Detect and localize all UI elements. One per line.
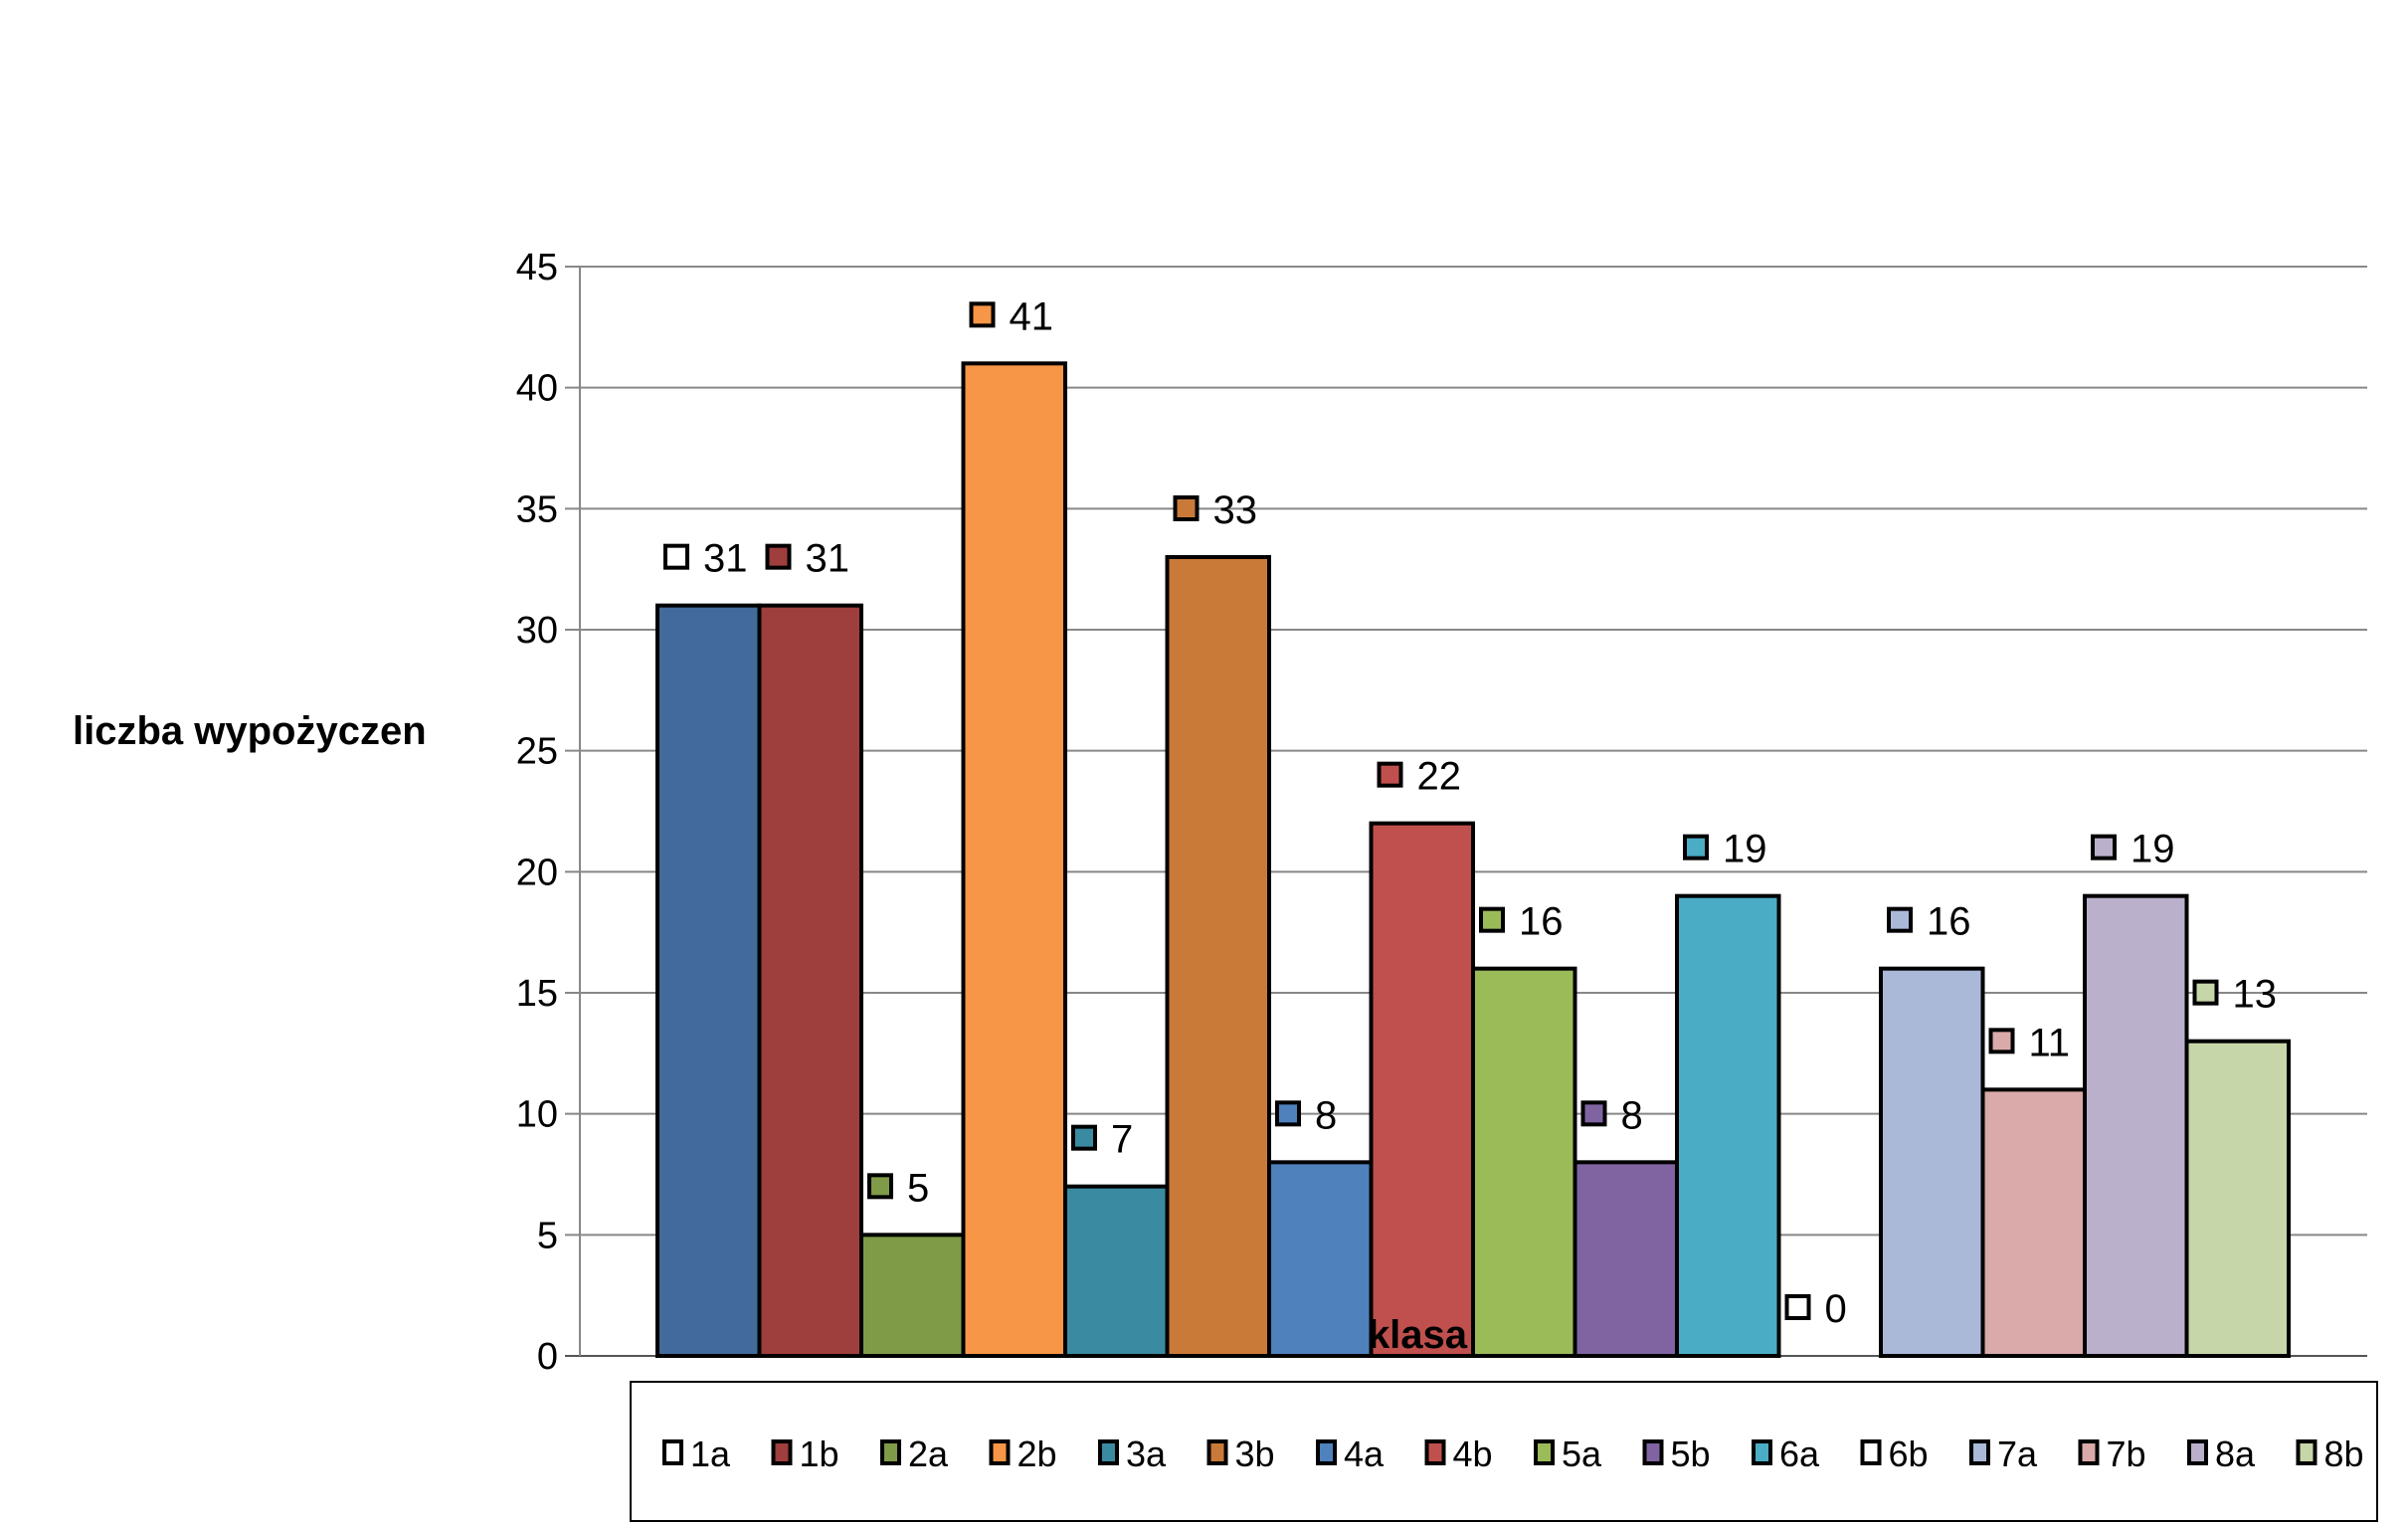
bar-5b xyxy=(1573,1160,1679,1359)
legend-label-3a: 3a xyxy=(1126,1433,1167,1474)
data-label-marker-1b xyxy=(765,543,792,570)
data-label-marker-6a xyxy=(1683,834,1709,860)
data-label-marker-5a xyxy=(1479,906,1505,933)
legend-swatch-8a xyxy=(2187,1439,2208,1465)
y-tick-label: 10 xyxy=(516,1094,558,1136)
data-label-6b: 0 xyxy=(1825,1287,1847,1331)
data-label-2a: 5 xyxy=(907,1166,929,1210)
legend-swatch-6a xyxy=(1752,1439,1772,1465)
data-label-5b: 8 xyxy=(1621,1093,1643,1137)
data-label-marker-5b xyxy=(1580,1100,1607,1127)
bar-2b xyxy=(961,361,1067,1359)
legend-label-5b: 5b xyxy=(1671,1433,1711,1474)
data-labels: 31 31 5 41 7 33 8 22 16 8 19 0 16 11 19 13 xyxy=(663,294,2278,1331)
data-label-6a: 19 xyxy=(1723,828,1767,871)
legend-label-8b: 8b xyxy=(2324,1433,2364,1474)
bar-5a xyxy=(1471,966,1577,1359)
legend-swatch-2a xyxy=(880,1439,901,1465)
data-label-marker-7b xyxy=(1988,1028,2015,1054)
legend-swatch-5a xyxy=(1534,1439,1555,1465)
bar-4b xyxy=(1369,821,1475,1358)
y-tick-label: 25 xyxy=(516,731,558,773)
y-tick-label: 30 xyxy=(516,610,558,652)
legend-label-2a: 2a xyxy=(908,1433,949,1474)
legend-swatch-4b xyxy=(1424,1439,1446,1465)
legend-swatch-7a xyxy=(1969,1439,1990,1465)
bar-6a xyxy=(1675,893,1781,1359)
legend-label-7a: 7a xyxy=(1997,1433,2038,1474)
data-label-marker-8a xyxy=(2091,834,2117,860)
legend-label-6b: 6b xyxy=(1889,1433,1929,1474)
legend-swatch-8b xyxy=(2296,1439,2317,1465)
bars xyxy=(655,361,2291,1359)
data-label-7a: 16 xyxy=(1927,900,1971,944)
bar-7a xyxy=(1879,966,1985,1359)
data-label-4a: 8 xyxy=(1315,1093,1337,1137)
data-label-8b: 13 xyxy=(2233,973,2278,1017)
bar-4a xyxy=(1267,1160,1374,1359)
data-label-marker-3b xyxy=(1173,495,1200,521)
y-tick-label: 35 xyxy=(516,488,558,530)
data-label-marker-2b xyxy=(969,301,996,328)
data-label-3a: 7 xyxy=(1111,1118,1133,1162)
y-tick-label: 45 xyxy=(516,247,558,288)
bar-2a xyxy=(859,1233,966,1359)
bar-8b xyxy=(2184,1039,2291,1358)
legend-swatch-1a xyxy=(662,1439,683,1465)
legend-swatch-4a xyxy=(1316,1439,1337,1465)
legend-swatch-2b xyxy=(989,1439,1011,1465)
data-label-marker-7a xyxy=(1887,906,1913,933)
data-label-8a: 19 xyxy=(2130,828,2175,871)
legend-label-6a: 6a xyxy=(1779,1433,1820,1474)
y-tick-label: 15 xyxy=(516,973,558,1015)
legend-label-1b: 1b xyxy=(800,1433,839,1474)
legend-label-7b: 7b xyxy=(2107,1433,2146,1474)
legend-swatch-7b xyxy=(2078,1439,2100,1465)
legend-swatch-3b xyxy=(1206,1439,1228,1465)
bar-3b xyxy=(1165,555,1271,1358)
data-label-1b: 31 xyxy=(806,537,850,581)
legend-swatch-6b xyxy=(1860,1439,1882,1465)
y-tick-label: 0 xyxy=(537,1336,558,1378)
data-label-4b: 22 xyxy=(1417,755,1462,799)
legend-label-3b: 3b xyxy=(1235,1433,1275,1474)
y-tick-label: 5 xyxy=(537,1215,558,1256)
legend-label-2b: 2b xyxy=(1018,1433,1057,1474)
x-axis-title: klasa xyxy=(1368,1313,1468,1357)
data-label-5a: 16 xyxy=(1519,900,1564,944)
data-label-marker-8b xyxy=(2192,979,2219,1006)
y-axis-title: liczba wypożyczen xyxy=(73,709,427,753)
data-label-marker-3a xyxy=(1071,1124,1097,1151)
data-label-2b: 41 xyxy=(1010,294,1054,338)
data-label-marker-2a xyxy=(867,1173,893,1200)
y-tick-label: 40 xyxy=(516,368,558,410)
data-label-marker-4b xyxy=(1377,761,1403,788)
bar-8a xyxy=(2083,893,2189,1359)
bar-3a xyxy=(1063,1184,1170,1358)
y-tick-label: 20 xyxy=(516,852,558,893)
legend-label-1a: 1a xyxy=(690,1433,731,1474)
data-label-1a: 31 xyxy=(703,537,748,581)
data-label-3b: 33 xyxy=(1213,488,1258,532)
data-label-marker-4a xyxy=(1275,1100,1301,1127)
legend-label-4b: 4b xyxy=(1453,1433,1493,1474)
legend-swatch-5b xyxy=(1642,1439,1664,1465)
legend-swatch-3a xyxy=(1098,1439,1119,1465)
bar-1b xyxy=(757,603,863,1358)
data-label-marker-6b xyxy=(1784,1294,1811,1320)
legend-label-8a: 8a xyxy=(2215,1433,2256,1474)
legend-label-4a: 4a xyxy=(1344,1433,1385,1474)
data-label-7b: 11 xyxy=(2029,1021,2071,1064)
legend-label-5a: 5a xyxy=(1562,1433,1602,1474)
data-label-marker-1a xyxy=(663,543,689,570)
legend: 1a 1b 2a 2b 3a 3b 4a 4b 5a 5b 6a 6b 7a 7b 8a 8b xyxy=(630,1381,2378,1522)
bar-7b xyxy=(1980,1087,2087,1359)
bar-1a xyxy=(655,603,762,1358)
y-tick-labels: 0 5 10 15 20 25 30 35 40 45 xyxy=(516,247,558,1378)
legend-swatch-1b xyxy=(771,1439,793,1465)
